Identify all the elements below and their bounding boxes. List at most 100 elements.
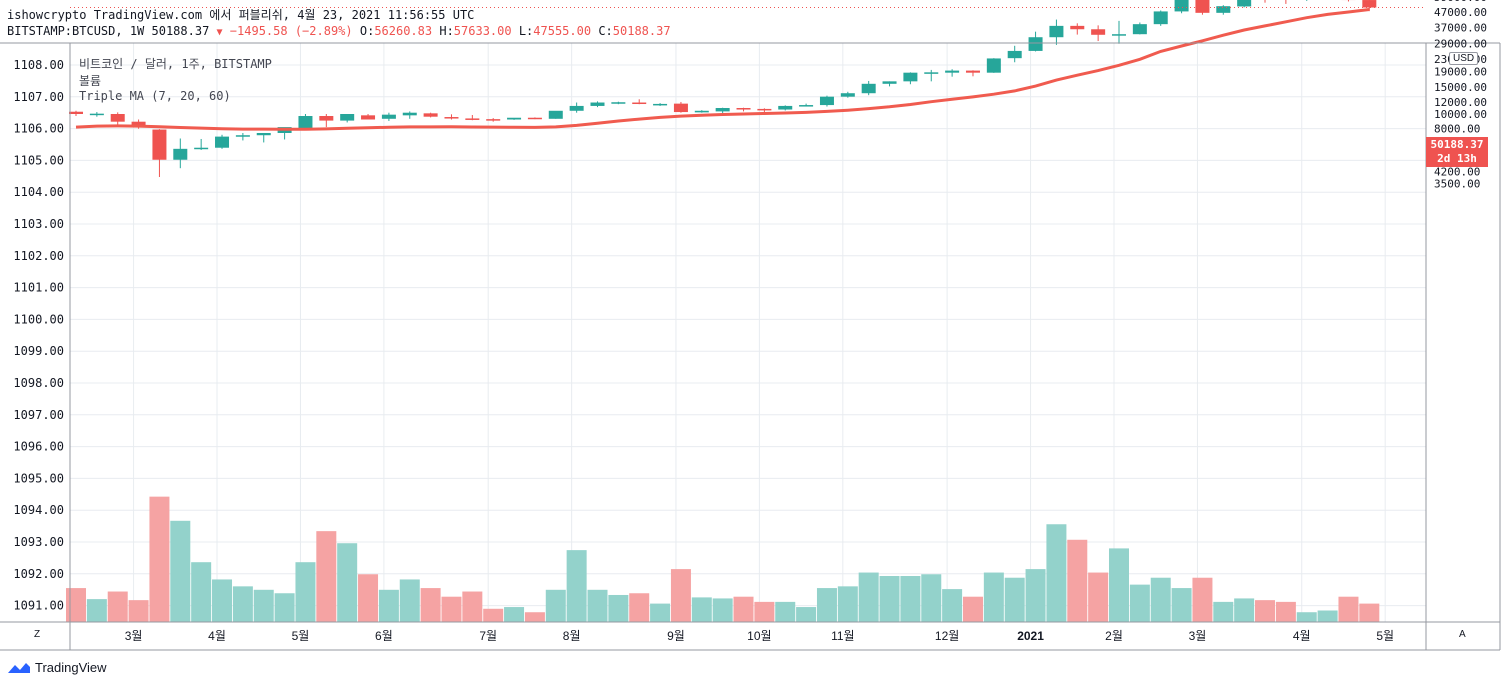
last-price-value: 50188.37 bbox=[1430, 138, 1484, 151]
volume-bar bbox=[796, 607, 817, 622]
volume-bar bbox=[420, 588, 441, 622]
time-tick-label: 7월 bbox=[479, 629, 497, 643]
volume-bar bbox=[358, 574, 379, 622]
left-tick-label: 1106.00 bbox=[13, 122, 64, 136]
left-tick-label: 1100.00 bbox=[13, 312, 64, 326]
volume-bar bbox=[983, 572, 1004, 622]
volume-bar bbox=[170, 520, 191, 622]
candle-body bbox=[423, 113, 438, 117]
volume-bar bbox=[1025, 569, 1046, 622]
candle-body bbox=[736, 108, 751, 110]
legend-volume[interactable]: 볼륨 bbox=[79, 74, 102, 88]
zoom-button[interactable]: Z bbox=[34, 629, 41, 640]
right-axis[interactable]: 90000.0075000.0059000.0047000.0037000.00… bbox=[1434, 0, 1487, 190]
candle-body bbox=[1174, 0, 1189, 12]
candle-body bbox=[235, 135, 250, 137]
candle-body bbox=[361, 115, 376, 120]
volume-bar bbox=[879, 576, 900, 622]
candle-body bbox=[1216, 6, 1231, 13]
volume-bar bbox=[858, 572, 879, 622]
candle-body bbox=[715, 108, 730, 112]
volume-bar bbox=[650, 603, 671, 622]
candle-body bbox=[653, 103, 668, 106]
volume-bar bbox=[1192, 577, 1213, 622]
candle-body bbox=[527, 117, 542, 120]
left-tick-label: 1093.00 bbox=[13, 535, 64, 549]
low-value: 47555.00 bbox=[533, 24, 592, 38]
right-tick-label: 29000.00 bbox=[1434, 38, 1487, 51]
auto-scale-button[interactable]: A bbox=[1459, 629, 1466, 640]
volume-bar bbox=[1359, 603, 1380, 622]
time-tick-label: 10월 bbox=[747, 629, 771, 643]
moving-average-line bbox=[75, 8, 1370, 131]
candle-body bbox=[340, 114, 355, 121]
candle-body bbox=[381, 114, 396, 119]
candle-body bbox=[590, 102, 605, 106]
currency-label[interactable]: USD bbox=[1449, 52, 1479, 65]
candle-body bbox=[444, 117, 459, 119]
left-tick-label: 1107.00 bbox=[13, 90, 64, 104]
candle-body bbox=[465, 118, 480, 120]
volume-bar bbox=[1317, 610, 1338, 622]
time-tick-label: 12월 bbox=[935, 629, 959, 643]
right-tick-label: 12000.00 bbox=[1434, 96, 1487, 109]
right-tick-label: 47000.00 bbox=[1434, 6, 1487, 19]
volume-bar bbox=[1213, 601, 1234, 622]
candle-body bbox=[1237, 0, 1252, 7]
left-tick-label: 1098.00 bbox=[13, 376, 64, 390]
publish-info: ishowcrypto TradingView.com 에서 퍼블리쉬, 4월 … bbox=[7, 8, 475, 22]
volume-bar bbox=[629, 593, 650, 622]
volume-bar bbox=[107, 591, 128, 622]
volume-bar bbox=[504, 607, 525, 622]
candle-body bbox=[402, 112, 417, 116]
symbol-info[interactable]: BITSTAMP:BTCUSD, 1W 50188.37 bbox=[7, 24, 210, 38]
candle-body bbox=[1091, 29, 1106, 35]
left-tick-label: 1103.00 bbox=[13, 217, 64, 231]
candle-body bbox=[152, 129, 167, 160]
low-label: L: bbox=[518, 24, 534, 38]
candles bbox=[69, 0, 1377, 178]
left-tick-label: 1105.00 bbox=[13, 153, 64, 167]
left-tick-label: 1097.00 bbox=[13, 408, 64, 422]
left-tick-label: 1102.00 bbox=[13, 249, 64, 263]
volume-bar bbox=[295, 562, 316, 622]
legend-ma[interactable]: Triple MA (7, 20, 60) bbox=[79, 89, 231, 103]
volume-bar bbox=[378, 589, 399, 622]
time-tick-label: 3월 bbox=[1189, 629, 1207, 643]
volume-bar bbox=[545, 589, 566, 622]
left-tick-label: 1096.00 bbox=[13, 440, 64, 454]
candle-body bbox=[799, 105, 814, 107]
left-tick-label: 1108.00 bbox=[13, 58, 64, 72]
candle-body bbox=[319, 116, 334, 121]
volume-bar bbox=[775, 601, 796, 622]
legend-series[interactable]: 비트코인 / 달러, 1주, BITSTAMP bbox=[79, 57, 272, 71]
candle-body bbox=[1070, 25, 1085, 30]
volume-bar bbox=[1255, 600, 1276, 622]
volume-bar bbox=[1004, 577, 1025, 622]
volume-bar bbox=[86, 599, 107, 622]
left-tick-label: 1091.00 bbox=[13, 599, 64, 613]
open-label: O: bbox=[359, 24, 375, 38]
volume-bar bbox=[1129, 584, 1150, 622]
volume-bar bbox=[232, 586, 253, 622]
high-label: H: bbox=[439, 24, 454, 38]
candle-body bbox=[1195, 0, 1210, 13]
volume-bar bbox=[316, 531, 337, 622]
volume-bar bbox=[733, 596, 754, 622]
candle-body bbox=[194, 147, 209, 150]
last-price-tag: 50188.37 2d 13h bbox=[1426, 137, 1488, 167]
candle-body bbox=[131, 121, 146, 126]
tradingview-branding[interactable]: TradingView bbox=[7, 660, 107, 675]
candle-body bbox=[69, 111, 83, 114]
volume-bar bbox=[1046, 524, 1067, 622]
volume-bar bbox=[1296, 612, 1317, 622]
time-tick-label: 9월 bbox=[667, 629, 685, 643]
time-tick-label: 2월 bbox=[1105, 629, 1123, 643]
candle-body bbox=[986, 58, 1001, 73]
candle-body bbox=[632, 102, 647, 105]
volume-bar bbox=[337, 543, 358, 622]
volume-bar bbox=[1109, 548, 1129, 622]
time-axis[interactable]: 3월 4월 5월 6월 7월 8월 9월 10월 11월 12월 2021 2월 3월 4월 5월 bbox=[125, 629, 1394, 643]
brand-name: TradingView bbox=[35, 660, 107, 675]
